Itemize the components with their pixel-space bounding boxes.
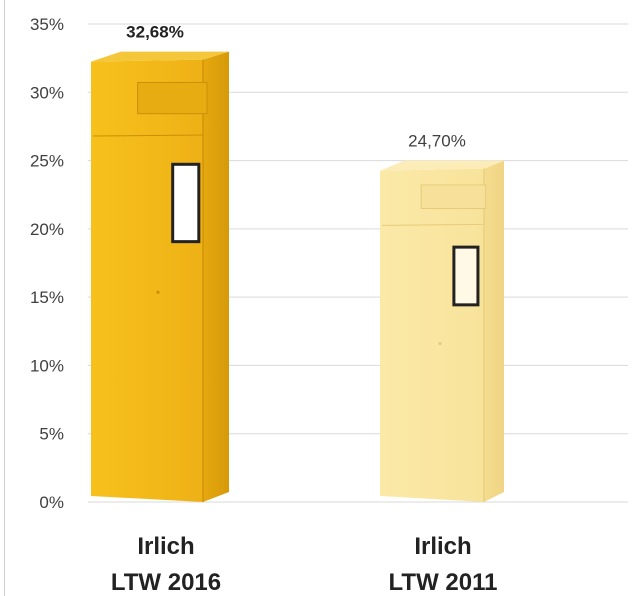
door-seam <box>381 223 485 226</box>
data-label: 24,70% <box>408 132 466 151</box>
bar-front-face <box>91 59 203 502</box>
category-label: Irlich <box>414 533 471 560</box>
bar-top-face <box>91 51 229 62</box>
bar-front-face <box>380 168 484 502</box>
y-tick-label: 35% <box>30 15 64 34</box>
y-tick-label: 15% <box>30 288 64 307</box>
category-label: LTW 2016 <box>111 569 221 596</box>
keyhole <box>156 290 160 294</box>
y-tick-label: 25% <box>30 152 64 171</box>
info-plate-sticker <box>174 165 198 241</box>
frame-left-border <box>4 0 5 596</box>
bar-side-face <box>484 160 504 502</box>
bar-0 <box>91 51 229 502</box>
category-label: Irlich <box>137 533 194 560</box>
data-label: 32,68% <box>126 23 184 42</box>
info-plate-sticker <box>455 248 477 304</box>
bar-top-face <box>380 160 504 171</box>
category-label: LTW 2011 <box>389 569 498 596</box>
y-tick-label: 5% <box>39 425 64 444</box>
bar-1 <box>380 160 504 502</box>
y-tick-label: 30% <box>30 83 64 102</box>
y-tick-label: 20% <box>30 220 64 239</box>
door-seam <box>92 134 204 137</box>
y-tick-label: 10% <box>30 356 64 375</box>
keyhole <box>438 341 442 346</box>
mail-slot <box>137 81 208 115</box>
bar-side-face <box>203 51 229 502</box>
mail-slot <box>420 184 487 210</box>
y-tick-label: 0% <box>39 493 64 512</box>
